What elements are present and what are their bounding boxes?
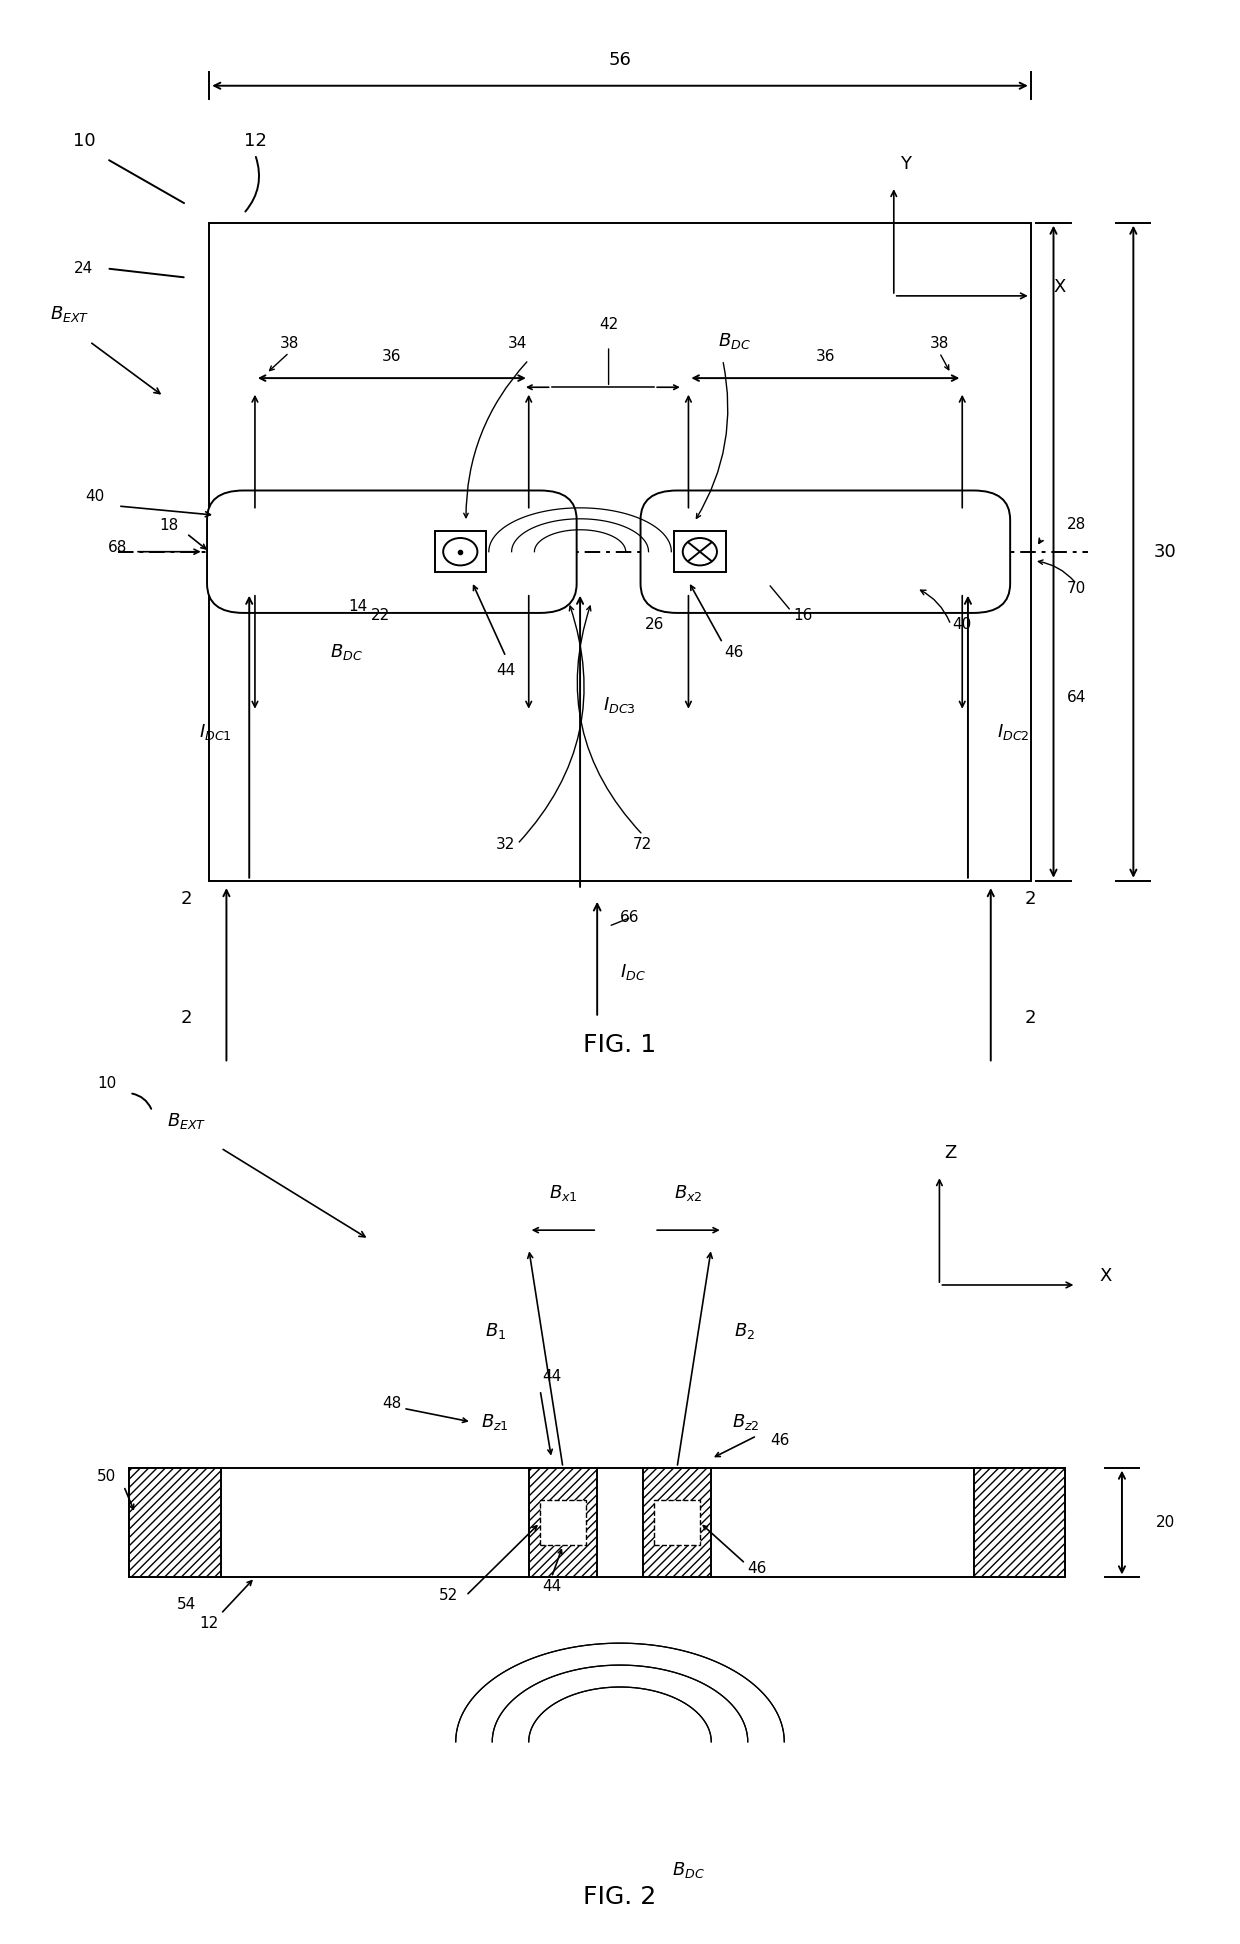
Text: 50: 50 <box>97 1470 117 1485</box>
Text: $B_{DC}$: $B_{DC}$ <box>330 642 362 663</box>
Text: 52: 52 <box>439 1588 459 1604</box>
Text: 70: 70 <box>1066 581 1086 595</box>
Text: 46: 46 <box>724 645 744 659</box>
FancyBboxPatch shape <box>207 490 577 612</box>
Text: 40: 40 <box>86 490 105 503</box>
Text: 2: 2 <box>1025 1009 1037 1026</box>
Text: 36: 36 <box>382 350 402 364</box>
Text: 34: 34 <box>507 336 527 350</box>
Text: 18: 18 <box>160 519 179 533</box>
Text: $I_{DC1}$: $I_{DC1}$ <box>198 721 232 743</box>
Bar <box>642 1468 712 1577</box>
Text: 10: 10 <box>72 132 95 150</box>
Bar <box>210 224 1030 881</box>
FancyBboxPatch shape <box>641 490 1011 612</box>
Bar <box>528 1468 598 1577</box>
Text: 38: 38 <box>930 336 949 350</box>
Text: $B_{x1}$: $B_{x1}$ <box>548 1182 578 1203</box>
Text: 2: 2 <box>1025 890 1037 908</box>
Text: 28: 28 <box>1066 517 1086 533</box>
Text: $B_{z1}$: $B_{z1}$ <box>481 1411 508 1433</box>
Text: 44: 44 <box>542 1369 562 1384</box>
Text: 12: 12 <box>200 1615 219 1631</box>
Text: 48: 48 <box>382 1396 402 1411</box>
Bar <box>655 1499 699 1545</box>
Text: $B_1$: $B_1$ <box>485 1320 506 1341</box>
Bar <box>675 531 725 572</box>
Bar <box>129 1468 221 1577</box>
Text: 42: 42 <box>599 317 619 332</box>
Text: 26: 26 <box>645 618 663 632</box>
Text: $B_{x2}$: $B_{x2}$ <box>675 1182 703 1203</box>
Text: 54: 54 <box>177 1598 196 1612</box>
Text: $B_{DC}$: $B_{DC}$ <box>672 1860 704 1880</box>
Text: FIG. 1: FIG. 1 <box>584 1032 656 1058</box>
Text: 20: 20 <box>1156 1514 1176 1530</box>
Text: 2: 2 <box>181 890 192 908</box>
Text: $B_{EXT}$: $B_{EXT}$ <box>50 303 89 325</box>
Text: 12: 12 <box>243 132 267 150</box>
Text: $B_{DC}$: $B_{DC}$ <box>718 330 750 350</box>
Text: Y: Y <box>900 154 910 173</box>
Text: 2: 2 <box>181 1009 192 1026</box>
Text: 38: 38 <box>279 336 299 350</box>
Text: 22: 22 <box>371 608 391 624</box>
Text: $I_{DC3}$: $I_{DC3}$ <box>603 694 636 715</box>
Text: $I_{DC2}$: $I_{DC2}$ <box>997 721 1030 743</box>
Text: $B_2$: $B_2$ <box>734 1320 755 1341</box>
Text: 32: 32 <box>496 836 516 851</box>
Text: $B_{EXT}$: $B_{EXT}$ <box>166 1110 206 1131</box>
Text: 36: 36 <box>816 350 835 364</box>
Text: 30: 30 <box>1154 542 1177 560</box>
Text: 10: 10 <box>97 1077 117 1091</box>
Text: 66: 66 <box>620 910 640 925</box>
Text: 64: 64 <box>1066 690 1086 706</box>
Text: 24: 24 <box>74 260 93 276</box>
Text: X: X <box>1099 1267 1111 1285</box>
Text: 46: 46 <box>748 1561 766 1577</box>
Text: 16: 16 <box>792 608 812 624</box>
Text: FIG. 2: FIG. 2 <box>583 1886 657 1909</box>
Text: Z: Z <box>945 1143 957 1163</box>
Text: 56: 56 <box>609 51 631 70</box>
Text: $I_{DC}$: $I_{DC}$ <box>620 962 646 982</box>
Text: 44: 44 <box>542 1579 562 1594</box>
Text: 72: 72 <box>634 836 652 851</box>
Text: 44: 44 <box>496 663 516 678</box>
Text: 14: 14 <box>348 599 367 614</box>
Bar <box>541 1499 585 1545</box>
Text: 68: 68 <box>108 540 128 554</box>
Text: X: X <box>1054 278 1066 295</box>
Bar <box>129 1468 1065 1577</box>
Text: 40: 40 <box>952 618 972 632</box>
Bar <box>973 1468 1065 1577</box>
Bar <box>435 531 486 572</box>
Text: 46: 46 <box>770 1433 790 1448</box>
Text: $B_{z2}$: $B_{z2}$ <box>732 1411 759 1433</box>
